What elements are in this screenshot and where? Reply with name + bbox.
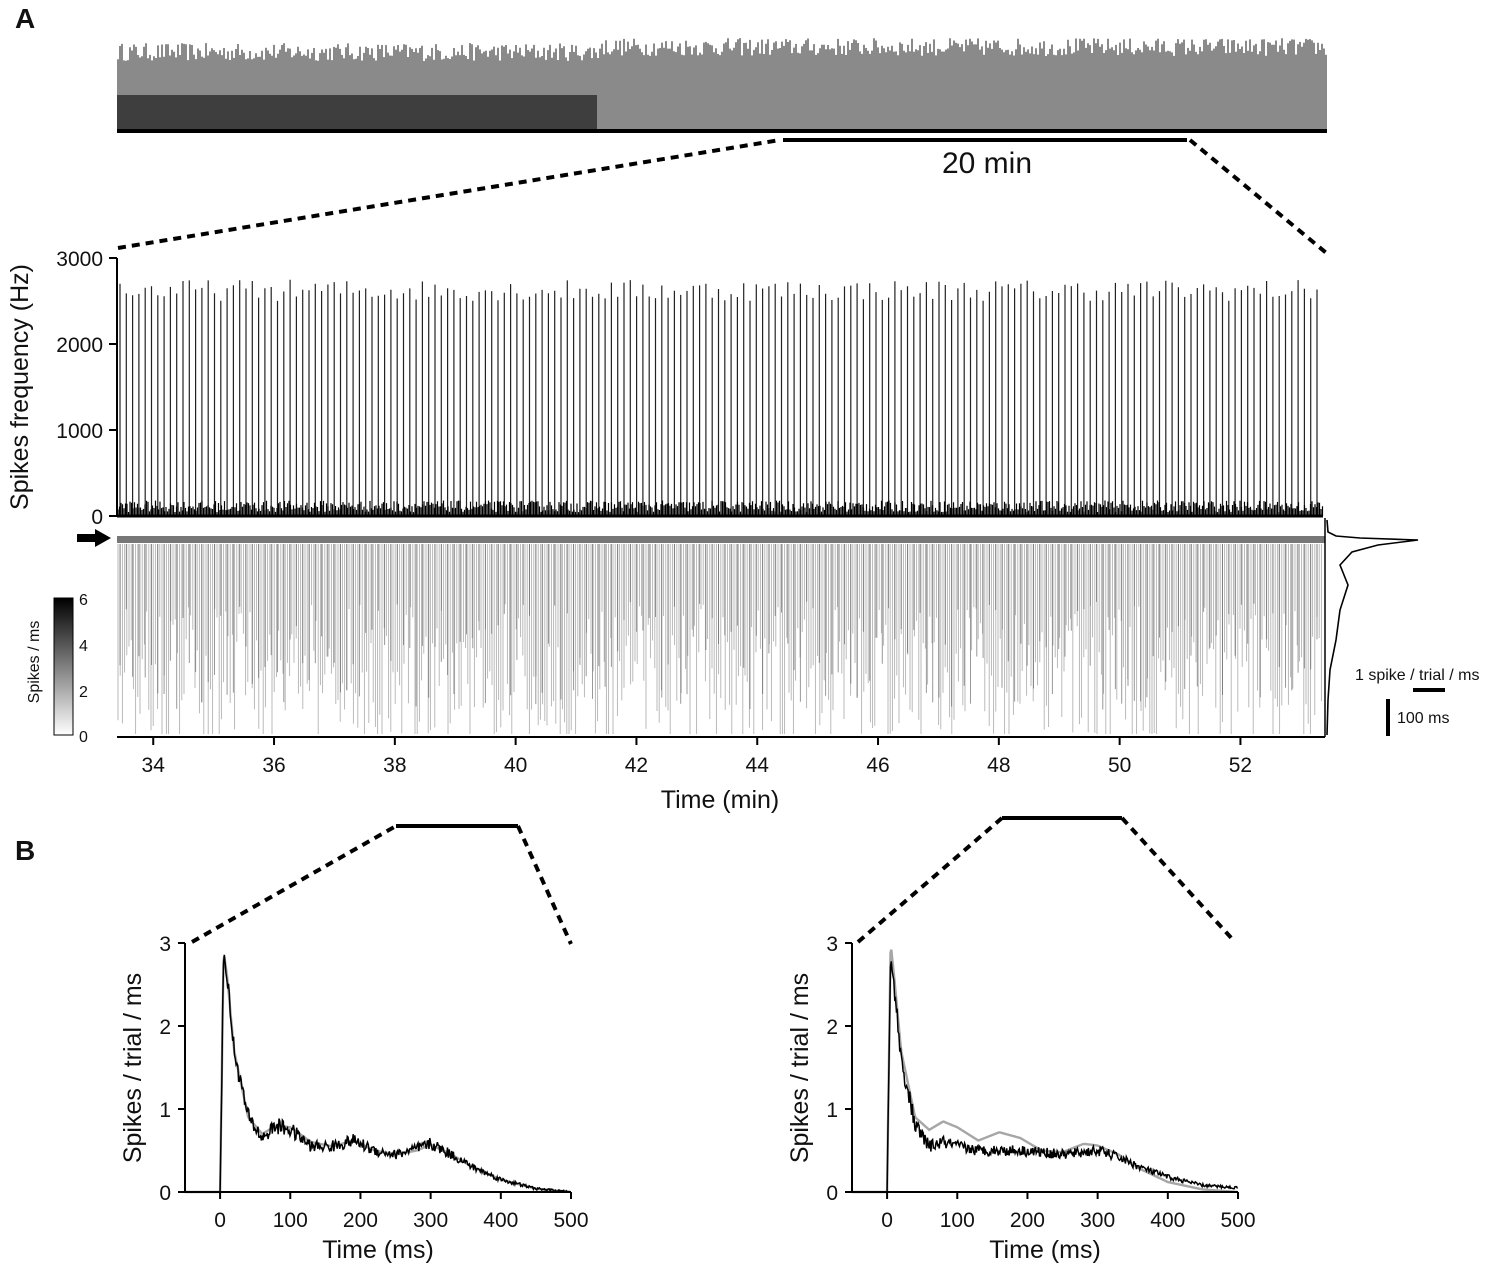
- time-x-tick-label: 42: [625, 754, 648, 777]
- psth-right-ticks: 0 1 2 3 0 100 200 300 400 500: [826, 933, 1255, 1232]
- panel-label-b: B: [15, 835, 35, 866]
- psth1-x-tick-label: 100: [273, 1209, 308, 1232]
- psth-left-ticks: 0 1 2 3 0 100 200 300 400 500: [159, 933, 588, 1232]
- psth1-x-tick-label: 500: [553, 1209, 588, 1232]
- b-right-connector-1: [856, 816, 1004, 944]
- time-x-tick-label: 48: [987, 754, 1010, 777]
- colorbar-tick-4: 4: [79, 638, 88, 655]
- frequency-y-tick-label: 2000: [56, 334, 103, 357]
- psth-left-y-label: Spikes / trial / ms: [119, 973, 147, 1163]
- colorbar: [53, 597, 74, 736]
- time-x-tick-label: 50: [1108, 754, 1131, 777]
- frequency-y-tick-label: 1000: [56, 420, 103, 443]
- frequency-trace: [117, 279, 1324, 518]
- b-right-connector-2: [1120, 816, 1237, 944]
- time-x-tick-label: 46: [866, 754, 889, 777]
- time-x-tick-label: 38: [383, 754, 406, 777]
- psth2-x-tick-label: 400: [1150, 1209, 1185, 1232]
- psth1-y-tick-label: 3: [159, 933, 171, 956]
- scalebar-vertical-label: 100 ms: [1397, 710, 1449, 727]
- colorbar-tick-2: 2: [79, 684, 88, 701]
- time-x-ticks: 34 36 38 40 42 44 46 48 50 52: [142, 737, 1252, 777]
- frequency-y-label: Spikes frequency (Hz): [6, 264, 34, 510]
- raster-onset-band: [117, 536, 1325, 543]
- time-x-tick-label: 44: [746, 754, 770, 777]
- psth-left-x-label: Time (ms): [322, 1236, 434, 1264]
- zoom-connector-left: [117, 138, 781, 250]
- psth2-x-tick-label: 100: [940, 1209, 975, 1232]
- psth1-y-tick-label: 0: [159, 1182, 171, 1205]
- psth-right-y-label: Spikes / trial / ms: [786, 973, 814, 1163]
- psth2-y-tick-label: 0: [826, 1182, 838, 1205]
- raster-plot: [117, 518, 1326, 737]
- colorbar-tick-6: 6: [79, 592, 88, 609]
- time-x-tick-label: 34: [142, 754, 166, 777]
- psth-left-black-trace: [185, 954, 571, 1194]
- psth-right-x-label: Time (ms): [989, 1236, 1101, 1264]
- arrow-icon: [77, 529, 111, 547]
- b-left-connector-2: [516, 825, 573, 945]
- time-x-label: Time (min): [661, 786, 780, 814]
- psth2-x-tick-label: 0: [881, 1209, 893, 1232]
- psth1-y-tick-label: 1: [159, 1099, 171, 1122]
- psth2-y-tick-label: 2: [826, 1016, 838, 1039]
- overview-dense-region: [117, 95, 597, 131]
- psth1-y-tick-label: 2: [159, 1016, 171, 1039]
- overview-trace: [117, 38, 1327, 131]
- scalebar-horizontal-label: 1 spike / trial / ms: [1355, 667, 1479, 684]
- psth1-x-tick-label: 200: [343, 1209, 378, 1232]
- psth1-x-tick-label: 0: [214, 1209, 226, 1232]
- b-left-connector-1: [191, 824, 397, 944]
- raster-strong-columns: [119, 544, 1318, 710]
- psth2-x-tick-label: 200: [1010, 1209, 1045, 1232]
- psth2-y-tick-label: 3: [826, 933, 838, 956]
- colorbar-tick-0: 0: [79, 729, 88, 746]
- psth-right-black-trace: [852, 961, 1239, 1193]
- psth2-x-tick-label: 300: [1080, 1209, 1115, 1232]
- zoom-connector-right: [1188, 138, 1332, 258]
- frequency-y-tick-label: 0: [91, 506, 103, 529]
- frequency-peaks: [119, 279, 1318, 516]
- frequency-baseline-noise: [117, 500, 1324, 516]
- psth1-x-tick-label: 300: [413, 1209, 448, 1232]
- time-x-tick-label: 52: [1229, 754, 1252, 777]
- frequency-y-tick-label: 3000: [56, 248, 103, 271]
- time-x-tick-label: 40: [504, 754, 527, 777]
- psth2-x-tick-label: 500: [1220, 1209, 1255, 1232]
- psth1-x-tick-label: 400: [483, 1209, 518, 1232]
- frequency-y-ticks: 0 1000 2000 3000: [56, 248, 117, 529]
- colorbar-label: Spikes / ms: [26, 621, 43, 704]
- psth2-y-tick-label: 1: [826, 1099, 838, 1122]
- psth-left: 0 1 2 3 0 100 200 300 400 500 Time (ms) Spikes / …: [119, 933, 589, 1264]
- panel-label-a: A: [15, 3, 35, 34]
- time-x-tick-label: 36: [262, 754, 285, 777]
- psth-right: 0 1 2 3 0 100 200 300 400 500 Time (ms) Spikes / …: [786, 933, 1256, 1264]
- side-psth-trace: [1326, 519, 1419, 736]
- overview-scalebar-label: 20 min: [942, 147, 1032, 180]
